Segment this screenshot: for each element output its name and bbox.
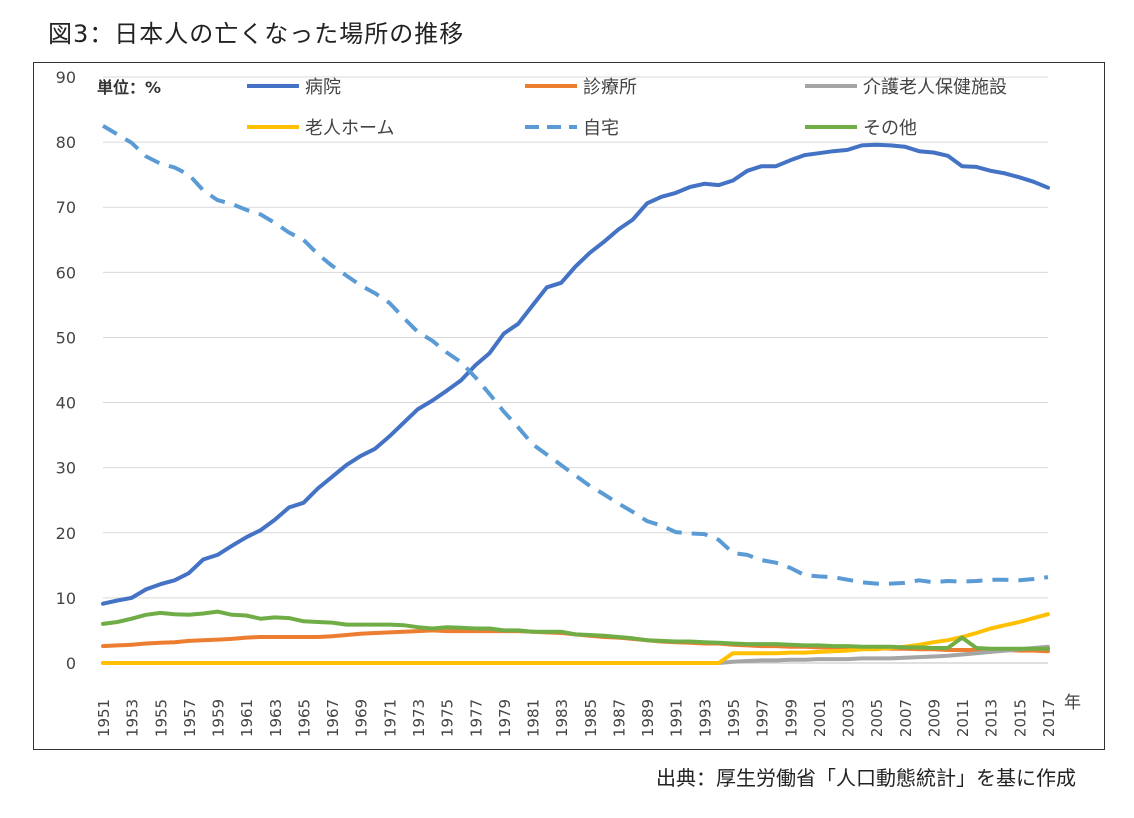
legend-label-4: 自宅 (583, 118, 619, 139)
legend-label-0: 病院 (305, 77, 341, 98)
x-tick-label-2005: 2005 (868, 699, 886, 737)
x-tick-label-1955: 1955 (152, 699, 170, 737)
x-tick-label-1969: 1969 (353, 699, 371, 737)
x-tick-label-1993: 1993 (696, 699, 714, 737)
x-tick-label-1963: 1963 (267, 699, 285, 737)
y-tick-label-60: 60 (56, 263, 76, 282)
x-tick-label-1973: 1973 (410, 699, 428, 737)
x-tick-label-2015: 2015 (1011, 699, 1029, 737)
x-tick-label-1961: 1961 (238, 699, 256, 737)
x-tick-label-1979: 1979 (496, 699, 514, 737)
legend-label-5: その他 (863, 118, 917, 139)
series-line-4 (101, 124, 1049, 586)
x-tick-label-1989: 1989 (639, 699, 657, 737)
x-tick-label-1975: 1975 (439, 699, 457, 737)
y-tick-label-70: 70 (56, 198, 76, 217)
y-tick-label-50: 50 (56, 328, 76, 347)
chart-title: 図3：日本人の亡くなった場所の推移 (48, 20, 465, 48)
x-tick-label-2007: 2007 (897, 699, 915, 737)
x-tick-label-2003: 2003 (840, 699, 858, 737)
x-tick-label-1987: 1987 (610, 699, 628, 737)
y-tick-label-0: 0 (66, 654, 76, 673)
x-tick-label-2017: 2017 (1040, 699, 1058, 737)
unit-label: 単位：% (97, 78, 161, 97)
series-line-0 (101, 142, 1050, 606)
x-tick-label-1985: 1985 (582, 699, 600, 737)
series-line-5 (101, 609, 1050, 651)
x-tick-label-2013: 2013 (983, 699, 1001, 737)
y-tick-label-10: 10 (56, 589, 76, 608)
x-tick-label-1997: 1997 (754, 699, 772, 737)
source-note: 出典：厚生労働省「人口動態統計」を基に作成 (656, 766, 1076, 790)
x-tick-label-1995: 1995 (725, 699, 743, 737)
x-tick-label-1953: 1953 (124, 699, 142, 737)
x-tick-label-1977: 1977 (467, 699, 485, 737)
legend-label-2: 介護老人保健施設 (863, 77, 1007, 98)
x-tick-label-1959: 1959 (210, 699, 228, 737)
legend-label-3: 老人ホーム (305, 118, 394, 139)
x-tick-label-1991: 1991 (668, 699, 686, 737)
x-tick-label-1951: 1951 (95, 699, 113, 737)
y-tick-label-30: 30 (56, 459, 76, 478)
y-tick-label-20: 20 (56, 524, 76, 543)
y-tick-label-90: 90 (56, 68, 76, 87)
legend-label-1: 診療所 (583, 77, 637, 98)
chart-frame (33, 62, 1105, 750)
x-tick-label-2009: 2009 (925, 699, 943, 737)
x-tick-label-1999: 1999 (782, 699, 800, 737)
x-axis-label: 年 (1064, 693, 1081, 713)
x-tick-label-1983: 1983 (553, 699, 571, 737)
x-tick-label-1957: 1957 (181, 699, 199, 737)
y-tick-label-80: 80 (56, 133, 76, 152)
x-tick-label-2001: 2001 (811, 699, 829, 737)
y-tick-label-40: 40 (56, 394, 76, 413)
x-tick-label-1965: 1965 (295, 699, 313, 737)
x-tick-label-2011: 2011 (954, 699, 972, 737)
x-tick-label-1971: 1971 (381, 699, 399, 737)
x-tick-label-1981: 1981 (525, 699, 543, 737)
x-tick-label-1967: 1967 (324, 699, 342, 737)
